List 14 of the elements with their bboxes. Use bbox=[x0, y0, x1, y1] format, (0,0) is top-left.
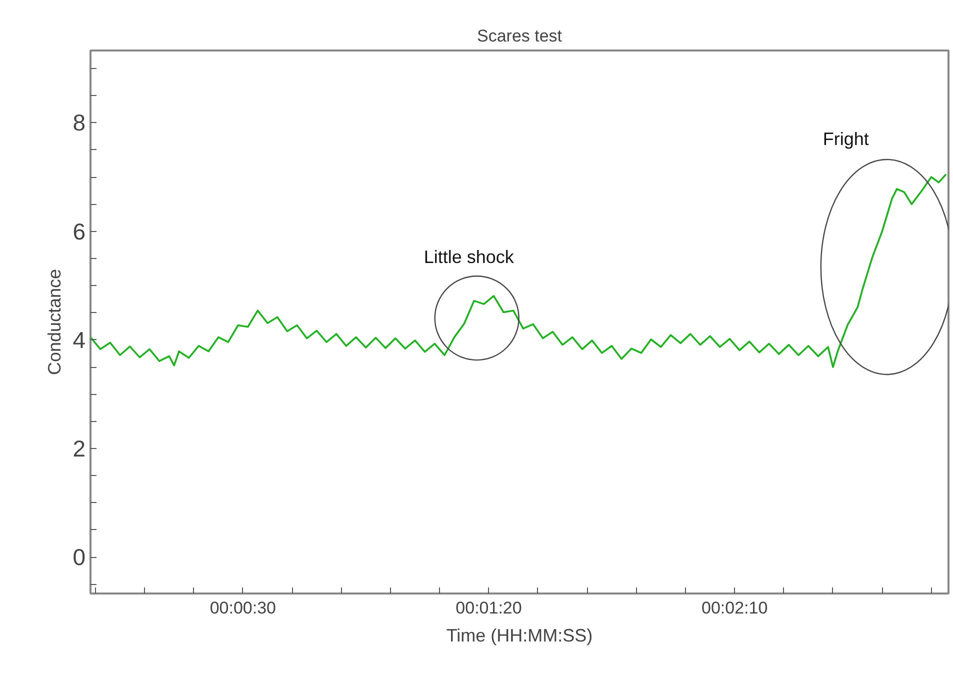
y-tick-label: 0 bbox=[72, 544, 86, 570]
y-tick-label: 6 bbox=[72, 218, 86, 244]
annotation: Little shock bbox=[424, 247, 515, 268]
x-tick-label: 00:00:30 bbox=[210, 598, 276, 618]
x-axis-title: Time (HH:MM:SS) bbox=[446, 626, 593, 646]
y-axis-title: Conductance bbox=[44, 268, 65, 376]
annotation: Fright bbox=[822, 128, 869, 149]
x-tick-label: 00:01:20 bbox=[456, 598, 522, 618]
line-series bbox=[90, 173, 947, 368]
y-tick-label: 4 bbox=[72, 326, 86, 353]
y-tick-label: 8 bbox=[72, 110, 86, 136]
y-tick-label: 2 bbox=[72, 436, 86, 462]
chart-title: Scares test bbox=[476, 26, 562, 46]
x-tick-label: 00:02:10 bbox=[702, 598, 768, 618]
